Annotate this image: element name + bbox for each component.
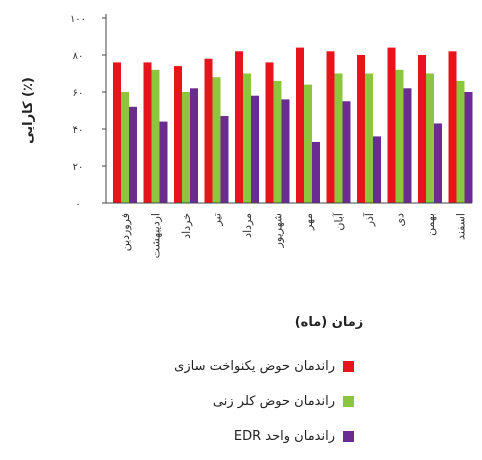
legend-item-chlorination: راندمان حوض کلر زنی — [174, 390, 354, 412]
y-tick-label: ۱۰۰ — [70, 14, 86, 25]
bar-edr — [159, 121, 168, 203]
x-category-label: بهمن — [424, 213, 437, 236]
bar-equalization — [174, 66, 182, 203]
x-category-label: شهریور — [272, 213, 285, 248]
bar-chlorination — [273, 80, 282, 203]
legend-label: راندمان حوض کلر زنی — [212, 393, 335, 409]
bar-edr — [281, 99, 290, 203]
x-category-label: آبان — [332, 212, 346, 230]
bar-edr — [464, 92, 473, 203]
bar-equalization — [235, 51, 243, 203]
bar-equalization — [204, 58, 213, 204]
x-category-label: اسفند — [455, 213, 468, 240]
y-tick-label: ۲۰ — [73, 162, 84, 173]
bars-group — [113, 47, 473, 204]
bar-chlorination — [426, 73, 434, 203]
legend-swatch-green — [343, 395, 354, 407]
bar-equalization — [113, 62, 121, 204]
bar-edr — [220, 116, 229, 203]
x-category-label: مرداد — [241, 213, 254, 238]
bar-chlorination — [334, 73, 343, 203]
bar-edr — [312, 141, 320, 203]
legend-label: راندمان حوض یکنواخت سازی — [174, 358, 335, 374]
bar-edr — [342, 101, 351, 203]
bar-equalization — [387, 47, 396, 203]
bar-equalization — [143, 62, 152, 204]
y-axis-ticks: ۰ ۲۰ ۴۰ ۶۰ ۸۰ ۱۰۰ — [70, 14, 106, 210]
x-category-label: اردیبهشت — [150, 213, 163, 258]
bar-edr — [251, 95, 259, 203]
bar-chlorination — [243, 73, 251, 203]
x-category-label: دی — [394, 213, 407, 227]
bar-chlorination — [151, 69, 160, 203]
legend-item-edr: راندمان واحد EDR — [174, 425, 354, 447]
x-category-label: آذر — [362, 212, 376, 227]
bar-chlorination — [121, 92, 129, 203]
y-axis-title: کارایی (٪) — [21, 77, 36, 144]
legend-item-equalization: راندمان حوض یکنواخت سازی — [174, 355, 354, 377]
bar-edr — [373, 136, 381, 203]
efficiency-bar-chart: ۰ ۲۰ ۴۰ ۶۰ ۸۰ ۱۰۰ فروردین اردیبهشت خرداد تیر مردا… — [21, 14, 473, 330]
x-category-label: فروردین — [119, 213, 132, 251]
x-category-label: تیر — [211, 213, 224, 226]
bar-chlorination — [304, 84, 312, 203]
x-axis-category-labels: فروردین اردیبهشت خرداد تیر مرداد شهریور مهر آبا… — [119, 212, 468, 258]
y-tick-label: ۰ — [75, 199, 80, 210]
bar-chlorination — [395, 69, 404, 203]
bar-chlorination — [212, 77, 221, 203]
legend-label: راندمان واحد EDR — [233, 428, 335, 444]
bar-equalization — [265, 62, 274, 204]
legend: راندمان حوض یکنواخت سازی راندمان حوض کلر… — [174, 355, 354, 460]
y-tick-label: ۶۰ — [73, 88, 84, 99]
bar-chlorination — [456, 80, 465, 203]
bar-edr — [190, 88, 198, 203]
bar-equalization — [448, 51, 457, 203]
bar-chlorination — [182, 92, 190, 203]
y-tick-label: ۴۰ — [73, 125, 84, 136]
bar-equalization — [326, 51, 335, 203]
bar-chlorination — [365, 73, 373, 203]
bar-edr — [129, 106, 137, 203]
bar-edr — [434, 123, 442, 203]
x-category-label: مهر — [302, 213, 315, 231]
x-category-label: خرداد — [180, 213, 193, 239]
bar-edr — [403, 88, 412, 203]
bar-equalization — [357, 55, 365, 203]
x-axis-title: زمان (ماه) — [295, 315, 364, 330]
legend-swatch-red — [343, 360, 354, 372]
bar-equalization — [418, 55, 426, 203]
legend-swatch-purple — [343, 430, 354, 442]
bar-equalization — [296, 47, 304, 203]
y-tick-label: ۸۰ — [73, 51, 84, 62]
